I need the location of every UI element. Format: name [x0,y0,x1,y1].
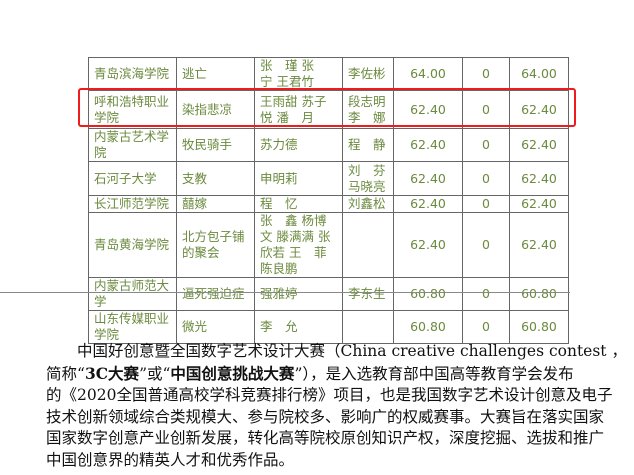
score-cell: 62.40 [393,195,463,213]
total-cell: 60.80 [509,310,569,344]
score-cell: 0 [462,277,510,311]
table-bottom-rule [0,292,570,293]
score-cell: 62.40 [393,161,463,196]
para-line: 中国创意界的精英人才和优秀作品。 [46,450,295,469]
table-row: 青岛黄海学院 北方包子铺的聚会张 鑫 杨博文 滕满满 张欣若 王 菲 陈良鹏 62.… [88,212,569,278]
authors-cell: 李 允 [254,310,343,344]
score-cell: 62.40 [393,212,463,278]
school-cell: 山东传媒职业学院 [88,310,177,344]
authors-cell: 王雨甜 苏子悦 潘 月 [254,90,343,129]
intro-paragraph: 中国好创意暨全国数字艺术设计大赛（China creative challeng… [46,341,627,471]
authors-cell: 苏力德 [254,128,343,162]
score-cell: 60.80 [393,310,463,344]
score-cell: 0 [462,128,510,162]
school-cell: 石河子大学 [88,161,177,196]
score-cell: 0 [462,212,510,278]
table-row: 青岛滨海学院 逃亡张 瑾 张 宁 王君竹 李佐彬 64.00 0 64.00 [88,57,569,91]
para-line: 的《2020全国普通高校学科竞赛排行榜》项目，也是我国数字艺术设计创意及电子 [46,386,613,404]
para-line: 简称“3C大赛”或“中国创意挑战大赛”），是入选教育部中国高等教育学会发布 [46,363,606,386]
score-cell: 62.40 [393,90,463,129]
advisor-cell [342,310,394,344]
work-cell: 北方包子铺的聚会 [176,212,255,278]
school-cell: 内蒙古艺术学院 [88,128,177,162]
advisor-cell: 刘 芬 马晓亮 [342,161,394,196]
bold-name: 中国创意挑战大赛 [170,363,295,383]
score-cell: 0 [462,161,510,196]
advisor-cell: 李东生 [342,277,394,311]
score-cell: 64.00 [393,57,463,91]
total-cell: 60.80 [509,277,569,311]
advisor-cell: 李佐彬 [342,57,394,91]
total-cell: 62.40 [509,195,569,213]
score-cell: 0 [462,195,510,213]
results-table: 青岛滨海学院 逃亡张 瑾 张 宁 王君竹 李佐彬 64.00 0 64.00 呼和浩特职业学… [88,57,569,344]
school-cell: 青岛黄海学院 [88,212,177,278]
authors-cell: 强雅婷 [254,277,343,311]
highlight-box [78,88,576,127]
school-cell: 长江师范学院 [88,195,177,213]
table-row: 内蒙古艺术学院 牧民骑手 苏力德程 静 62.40 0 62.40 [88,128,569,162]
total-cell: 64.00 [509,57,569,91]
school-cell: 青岛滨海学院 [88,57,177,91]
score-cell: 0 [462,57,510,91]
work-cell: 囍嫁 [176,195,255,213]
table-row: 呼和浩特职业学院 染指悲凉 王雨甜 苏子悦 潘 月段志明 李 娜 62.40 0 62.4… [88,90,569,129]
authors-cell: 程 忆 [254,195,343,213]
total-cell: 62.40 [509,212,569,278]
para-line: 技术创新领域综合类规模大、参与院校多、影响广的权威赛事。大赛旨在落实国家 [46,407,605,426]
advisor-cell: 刘鑫松 [342,195,394,213]
text: ”），是入选教育部中国高等教育学会发布 [294,364,574,383]
advisor-cell [342,212,394,278]
score-cell: 60.80 [393,277,463,311]
work-cell: 微光 [176,310,255,344]
score-cell: 0 [462,90,510,129]
authors-cell: 申明莉 [254,161,343,196]
work-cell: 染指悲凉 [176,90,255,129]
authors-cell: 张 鑫 杨博文 滕满满 张欣若 王 菲 陈良鹏 [254,212,343,278]
table-row: 内蒙古师范大学 逼死强迫症 强雅婷 李东生 60.80 0 60.80 [88,277,569,311]
table-row: 长江师范学院 囍嫁程 忆刘鑫松 62.40 0 62.40 [88,195,569,213]
bold-3c: 3C大赛 [84,363,140,383]
total-cell: 62.40 [509,90,569,129]
text: ”或“ [139,364,171,383]
text: 简称“ [46,364,85,383]
table-row: 山东传媒职业学院 微光李 允 60.80 0 60.80 [88,310,569,344]
table-row: 石河子大学 支教 申明莉刘 芬 马晓亮 62.40 0 62.40 [88,161,569,196]
score-cell: 62.40 [393,128,463,162]
total-cell: 62.40 [509,128,569,162]
score-cell: 0 [462,310,510,344]
total-cell: 62.40 [509,161,569,196]
work-cell: 支教 [176,161,255,196]
authors-cell: 张 瑾 张 宁 王君竹 [254,57,343,91]
work-cell: 牧民骑手 [176,128,255,162]
school-cell: 内蒙古师范大学 [88,277,177,311]
para-line: 国家数字创意产业创新发展，转化高等院校原创知识产权，深度挖掘、选拔和推广 [46,429,605,447]
advisor-cell: 段志明 李 娜 [342,90,394,129]
para-line: 中国好创意暨全国数字艺术设计大赛（China creative challeng… [46,342,627,360]
work-cell: 逼死强迫症 [176,277,255,311]
work-cell: 逃亡 [176,57,255,91]
advisor-cell: 程 静 [342,128,394,162]
